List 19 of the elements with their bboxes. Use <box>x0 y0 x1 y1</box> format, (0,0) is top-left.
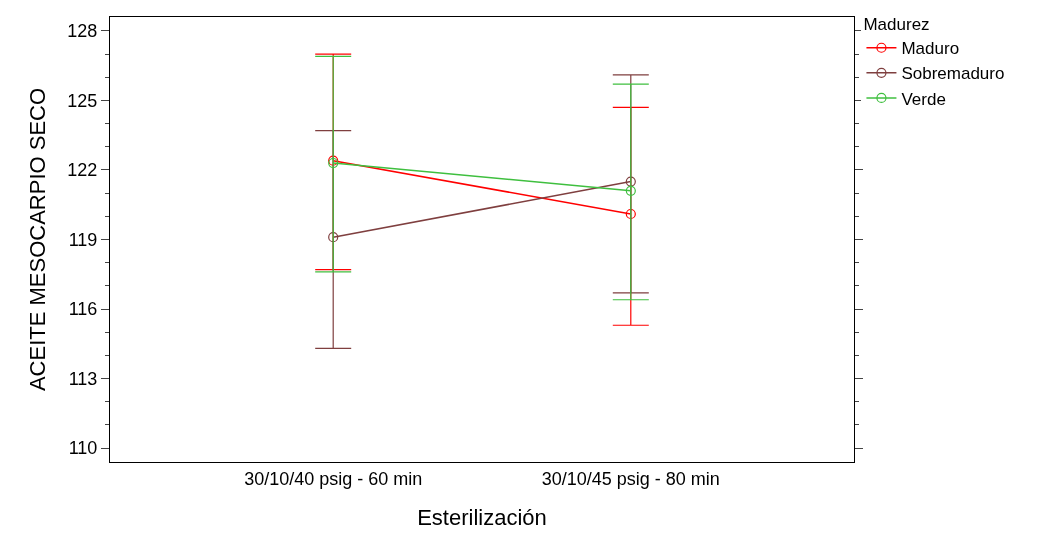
y-tick-label: 116 <box>68 299 98 320</box>
legend-label: Verde <box>901 89 946 109</box>
x-axis-title: Esterilización <box>417 505 547 531</box>
y-tick-label: 125 <box>67 90 98 111</box>
y-tick-label: 128 <box>67 21 98 42</box>
legend-label: Maduro <box>901 39 960 59</box>
point <box>625 185 636 196</box>
y-tick-label: 119 <box>68 229 98 250</box>
legend-title: Madurez <box>863 15 930 35</box>
x-tick-label: 30/10/45 psig - 80 min <box>541 468 720 489</box>
legend-label: Sobremaduro <box>901 64 1005 84</box>
y-tick-label: 110 <box>68 438 98 459</box>
y-tick-label: 113 <box>68 368 98 389</box>
x-tick-label: 30/10/40 psig - 60 min <box>244 468 423 489</box>
point <box>625 176 636 187</box>
y-tick-label: 122 <box>67 160 98 181</box>
y-axis-title: ACEITE MESOCARPIO SECO <box>25 87 51 392</box>
point <box>328 232 339 243</box>
point <box>625 208 636 220</box>
